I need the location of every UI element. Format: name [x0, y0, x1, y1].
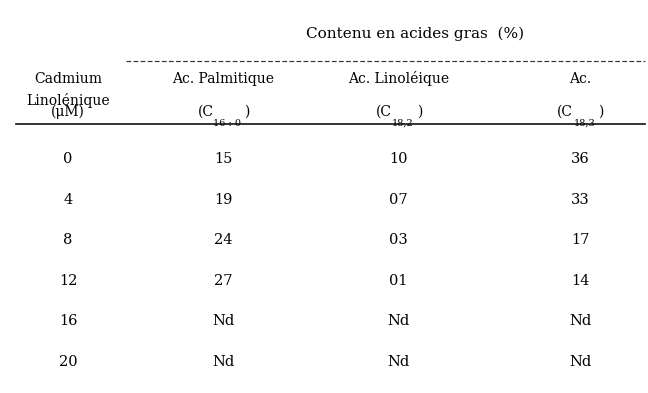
Text: 4: 4	[64, 193, 73, 207]
Text: Nd: Nd	[569, 314, 591, 328]
Text: 24: 24	[214, 233, 233, 247]
Text: 33: 33	[571, 193, 589, 207]
Text: (C: (C	[198, 105, 214, 119]
Text: 18,2: 18,2	[392, 119, 414, 128]
Text: Ac. Palmitique: Ac. Palmitique	[172, 72, 275, 86]
Text: 27: 27	[214, 274, 233, 288]
Text: ): )	[417, 105, 422, 119]
Text: 16: 16	[59, 314, 77, 328]
Text: ): )	[598, 105, 603, 119]
Text: Nd: Nd	[569, 354, 591, 369]
Text: 03: 03	[389, 233, 408, 247]
Text: 17: 17	[571, 233, 589, 247]
Text: 15: 15	[214, 152, 233, 166]
Text: ): )	[244, 105, 249, 119]
Text: 16 : 0: 16 : 0	[213, 119, 241, 128]
Text: 19: 19	[214, 193, 233, 207]
Text: Ac. Linoléique: Ac. Linoléique	[348, 71, 449, 86]
Text: 8: 8	[64, 233, 73, 247]
Text: 18,3: 18,3	[573, 119, 596, 128]
Text: Nd: Nd	[213, 314, 235, 328]
Text: (μM): (μM)	[51, 105, 85, 119]
Text: 0: 0	[64, 152, 73, 166]
Text: Contenu en acides gras  (%): Contenu en acides gras (%)	[306, 26, 524, 40]
Text: 36: 36	[571, 152, 589, 166]
Text: Ac.: Ac.	[569, 72, 591, 86]
Text: 07: 07	[389, 193, 408, 207]
Text: (C: (C	[376, 105, 392, 119]
Text: Nd: Nd	[388, 314, 410, 328]
Text: (C: (C	[557, 105, 573, 119]
Text: Nd: Nd	[213, 354, 235, 369]
Text: 12: 12	[59, 274, 77, 288]
Text: Nd: Nd	[388, 354, 410, 369]
Text: Linolénique: Linolénique	[26, 93, 110, 108]
Text: 10: 10	[389, 152, 408, 166]
Text: Cadmium: Cadmium	[34, 72, 102, 86]
Text: 20: 20	[59, 354, 77, 369]
Text: 14: 14	[571, 274, 589, 288]
Text: 01: 01	[389, 274, 408, 288]
